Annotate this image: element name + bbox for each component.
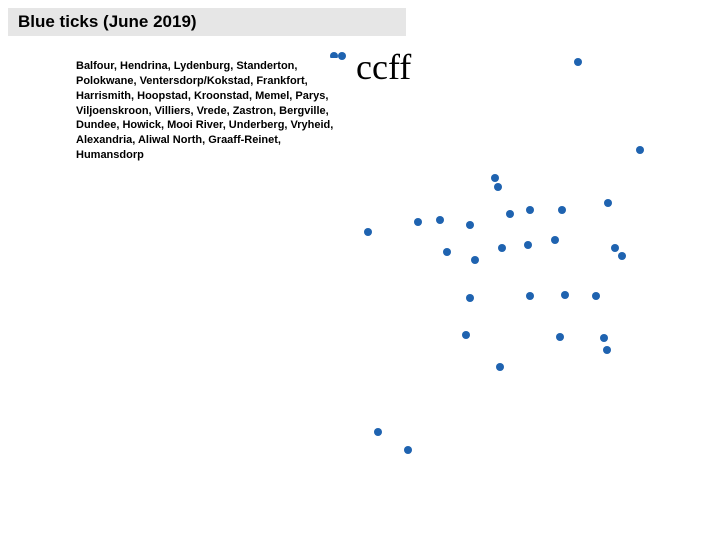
locations-description: Balfour, Hendrina, Lydenburg, Standerton…	[74, 58, 338, 164]
scatter-dot	[558, 206, 566, 214]
scatter-dot	[404, 446, 412, 454]
scatter-dot	[496, 363, 504, 371]
scatter-dot	[494, 183, 502, 191]
scatter-dot	[374, 428, 382, 436]
scatter-dot	[600, 334, 608, 342]
scatter-dot	[506, 210, 514, 218]
scatter-dot	[561, 291, 569, 299]
scatter-dot	[592, 292, 600, 300]
scatter-dot	[604, 199, 612, 207]
scatter-dot	[471, 256, 479, 264]
scatter-dot	[524, 241, 532, 249]
scatter-dot	[603, 346, 611, 354]
scatter-dot	[466, 294, 474, 302]
scatter-dot	[491, 174, 499, 182]
scatter-dot	[574, 58, 582, 66]
scatter-dot	[436, 216, 444, 224]
scatter-dot	[338, 52, 346, 60]
scatter-dot	[414, 218, 422, 226]
scatter-dot	[466, 221, 474, 229]
scatter-dot	[636, 146, 644, 154]
scatter-dot	[498, 244, 506, 252]
scatter-dot	[526, 292, 534, 300]
scatter-dot	[611, 244, 619, 252]
scatter-dot	[526, 206, 534, 214]
scatter-dot	[462, 331, 470, 339]
scatter-dot	[551, 236, 559, 244]
scatter-dot	[364, 228, 372, 236]
scatter-dot	[556, 333, 564, 341]
scatter-dot	[618, 252, 626, 260]
scatter-dot	[443, 248, 451, 256]
